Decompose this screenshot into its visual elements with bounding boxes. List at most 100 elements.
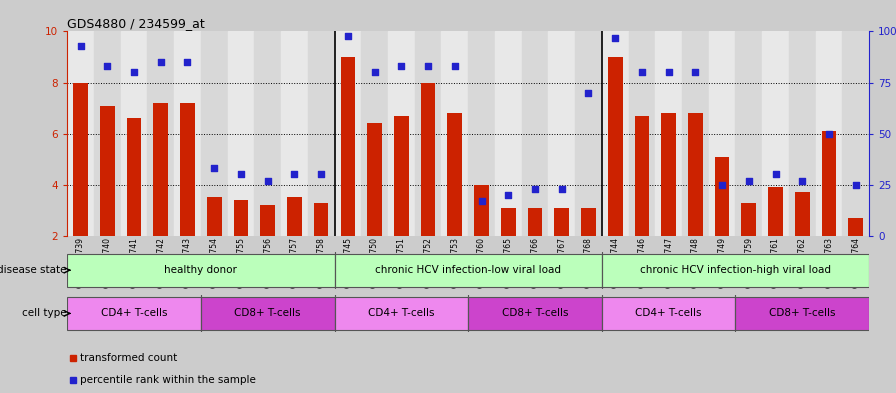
Point <box>661 69 676 75</box>
Text: CD8+ T-cells: CD8+ T-cells <box>769 309 836 318</box>
Point <box>367 69 382 75</box>
Point <box>769 171 783 178</box>
Bar <box>842 31 869 236</box>
Bar <box>582 208 596 236</box>
Bar <box>607 57 623 236</box>
Bar <box>121 31 147 236</box>
Point <box>555 185 569 192</box>
Text: CD4+ T-cells: CD4+ T-cells <box>635 309 702 318</box>
Point <box>634 69 649 75</box>
Bar <box>126 118 142 236</box>
Bar <box>501 208 515 236</box>
Point <box>207 165 221 171</box>
Bar <box>634 116 650 236</box>
Bar <box>201 31 228 236</box>
Bar <box>602 254 869 287</box>
Text: percentile rank within the sample: percentile rank within the sample <box>80 375 255 385</box>
Bar <box>334 31 361 236</box>
Point <box>501 192 515 198</box>
Bar <box>655 31 682 236</box>
Point <box>127 69 142 75</box>
Point <box>421 63 435 69</box>
Point <box>448 63 462 69</box>
Point <box>742 178 756 184</box>
Bar <box>254 31 281 236</box>
Point <box>314 171 328 178</box>
Text: CD4+ T-cells: CD4+ T-cells <box>100 309 168 318</box>
Text: healthy donor: healthy donor <box>164 265 237 275</box>
Bar <box>100 105 115 236</box>
Bar <box>415 31 442 236</box>
Text: chronic HCV infection-low viral load: chronic HCV infection-low viral load <box>375 265 561 275</box>
Bar <box>709 31 736 236</box>
Bar <box>287 197 302 236</box>
Text: CD8+ T-cells: CD8+ T-cells <box>502 309 568 318</box>
Bar <box>73 83 88 236</box>
Bar <box>334 254 602 287</box>
Point <box>715 182 729 188</box>
Point <box>153 59 168 65</box>
Point <box>100 63 115 69</box>
Bar <box>521 31 548 236</box>
Bar <box>688 113 702 236</box>
Bar <box>682 31 709 236</box>
Bar <box>261 205 275 236</box>
Bar <box>207 197 221 236</box>
Bar <box>228 31 254 236</box>
Point <box>688 69 702 75</box>
Bar <box>661 113 676 236</box>
Bar <box>849 218 863 236</box>
Bar <box>67 31 94 236</box>
Bar <box>474 185 489 236</box>
Bar <box>788 31 815 236</box>
Point <box>261 178 275 184</box>
Bar <box>822 131 836 236</box>
Bar <box>447 113 462 236</box>
Bar <box>180 103 194 236</box>
Bar <box>555 208 569 236</box>
Point <box>474 198 488 204</box>
Bar <box>815 31 842 236</box>
Bar <box>67 254 334 287</box>
Bar <box>736 298 869 330</box>
Bar <box>548 31 575 236</box>
Bar <box>281 31 308 236</box>
Bar <box>602 298 736 330</box>
Bar <box>468 298 602 330</box>
Bar <box>628 31 655 236</box>
Bar <box>174 31 201 236</box>
Bar <box>367 123 382 236</box>
Text: chronic HCV infection-high viral load: chronic HCV infection-high viral load <box>640 265 831 275</box>
Bar <box>602 31 629 236</box>
Text: GDS4880 / 234599_at: GDS4880 / 234599_at <box>67 17 205 30</box>
Bar <box>388 31 415 236</box>
Bar <box>201 298 334 330</box>
Point <box>180 59 194 65</box>
Bar <box>528 208 542 236</box>
Bar <box>334 298 468 330</box>
Bar <box>495 31 521 236</box>
Bar <box>736 31 762 236</box>
Bar <box>575 31 602 236</box>
Bar <box>715 156 729 236</box>
Point <box>73 42 88 49</box>
Bar <box>468 31 495 236</box>
Point <box>822 130 836 137</box>
Point <box>849 182 863 188</box>
Bar <box>768 187 783 236</box>
Bar <box>340 57 355 236</box>
Bar <box>394 116 409 236</box>
Text: cell type: cell type <box>22 309 66 318</box>
Bar <box>67 298 201 330</box>
Bar <box>442 31 468 236</box>
Point <box>582 90 596 96</box>
Point <box>394 63 409 69</box>
Bar <box>314 203 329 236</box>
Text: CD4+ T-cells: CD4+ T-cells <box>368 309 435 318</box>
Bar <box>308 31 334 236</box>
Point <box>234 171 248 178</box>
Text: transformed count: transformed count <box>80 353 177 364</box>
Bar <box>361 31 388 236</box>
Point <box>340 32 355 39</box>
Bar <box>94 31 121 236</box>
